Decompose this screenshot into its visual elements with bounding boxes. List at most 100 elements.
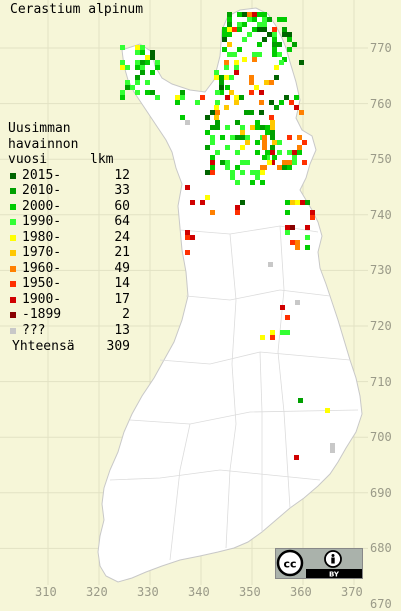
legend-row: 1900- 17	[8, 292, 130, 308]
legend-header-line-3: vuosi	[8, 152, 48, 167]
legend-header-line-1: Uusimman	[8, 121, 71, 136]
observation-square	[310, 210, 315, 215]
observation-square	[219, 80, 224, 85]
legend-swatch	[10, 172, 16, 179]
observation-square	[252, 57, 257, 62]
observation-square	[262, 12, 267, 17]
legend-swatch	[10, 188, 16, 194]
observation-square	[292, 160, 297, 165]
observation-square	[215, 125, 220, 130]
observation-square	[210, 170, 215, 175]
observation-square	[295, 200, 300, 205]
observation-square	[215, 90, 220, 95]
observation-square	[227, 52, 232, 57]
observation-square	[274, 65, 279, 70]
observation-square	[287, 37, 292, 42]
observation-square	[185, 230, 190, 235]
observation-square	[262, 135, 267, 140]
observation-square	[135, 90, 140, 95]
legend-count: 49	[114, 260, 130, 276]
observation-square	[247, 17, 252, 22]
observation-square	[215, 110, 220, 115]
observation-square	[269, 80, 274, 85]
observation-square	[235, 165, 240, 170]
observation-square	[270, 150, 275, 155]
observation-square	[269, 115, 274, 120]
observation-square	[227, 12, 232, 17]
legend-swatch	[10, 203, 16, 210]
observation-square	[285, 230, 290, 235]
observation-square	[227, 17, 232, 22]
observation-square	[247, 32, 252, 37]
region-borders	[109, 225, 359, 561]
observation-square	[145, 60, 150, 65]
observation-square	[290, 225, 295, 230]
observation-square	[277, 140, 282, 145]
observation-square	[214, 75, 219, 80]
cc-by-icon: cc BY	[276, 549, 362, 579]
observation-square	[214, 105, 219, 110]
observation-square	[285, 330, 290, 335]
observation-square	[210, 110, 215, 115]
observation-square	[262, 17, 267, 22]
observation-square	[227, 22, 232, 27]
observation-square	[287, 135, 292, 140]
observation-square	[240, 145, 245, 150]
observation-square	[215, 150, 220, 155]
license-badge[interactable]: cc BY	[275, 548, 363, 579]
observation-square	[277, 150, 282, 155]
observation-square	[279, 60, 284, 65]
observation-square	[210, 125, 215, 130]
observation-square	[330, 443, 335, 448]
observation-square	[235, 120, 240, 125]
observation-square	[255, 140, 260, 145]
observation-square	[294, 95, 299, 100]
observation-square	[185, 185, 190, 190]
observation-square	[214, 115, 219, 120]
y-axis-label: 770	[370, 41, 392, 55]
observation-square	[270, 120, 275, 125]
observation-square	[214, 70, 219, 75]
observation-square	[185, 235, 190, 240]
observation-square	[252, 17, 257, 22]
observation-square	[227, 27, 232, 32]
observation-square	[230, 170, 235, 175]
legend-row: ??? 13	[8, 323, 130, 339]
observation-square	[269, 100, 274, 105]
observation-square	[265, 155, 270, 160]
observation-square	[150, 50, 155, 55]
observation-square	[277, 165, 282, 170]
observation-square	[224, 105, 229, 110]
observation-square	[232, 27, 237, 32]
observation-square	[259, 90, 264, 95]
observation-square	[222, 27, 227, 32]
observation-square	[249, 90, 254, 95]
x-axis-label: 320	[86, 585, 108, 599]
observation-square	[287, 150, 292, 155]
y-axis-label: 680	[370, 541, 392, 556]
observation-square	[120, 65, 125, 70]
observation-square	[285, 210, 290, 215]
observation-square	[195, 100, 200, 105]
observation-square	[262, 155, 267, 160]
y-axis-label: 730	[370, 263, 392, 278]
legend-row: 2015- 12	[8, 168, 130, 184]
observation-square	[265, 130, 270, 135]
observation-square	[185, 250, 190, 255]
observation-square	[205, 145, 210, 150]
observation-square	[252, 27, 257, 32]
observation-square	[224, 75, 229, 80]
observation-square	[255, 125, 260, 130]
observation-square	[234, 60, 239, 65]
observation-square	[245, 135, 250, 140]
observation-square	[272, 32, 277, 37]
observation-square	[292, 42, 297, 47]
legend-swatch	[10, 265, 16, 272]
y-axis-label: 740	[370, 207, 392, 222]
legend-label: 1900-	[22, 291, 62, 307]
observation-square	[175, 95, 180, 100]
observation-square	[242, 57, 247, 62]
legend-swatch	[10, 234, 16, 241]
legend-row: 1990- 64	[8, 214, 130, 230]
observation-square	[229, 75, 234, 80]
